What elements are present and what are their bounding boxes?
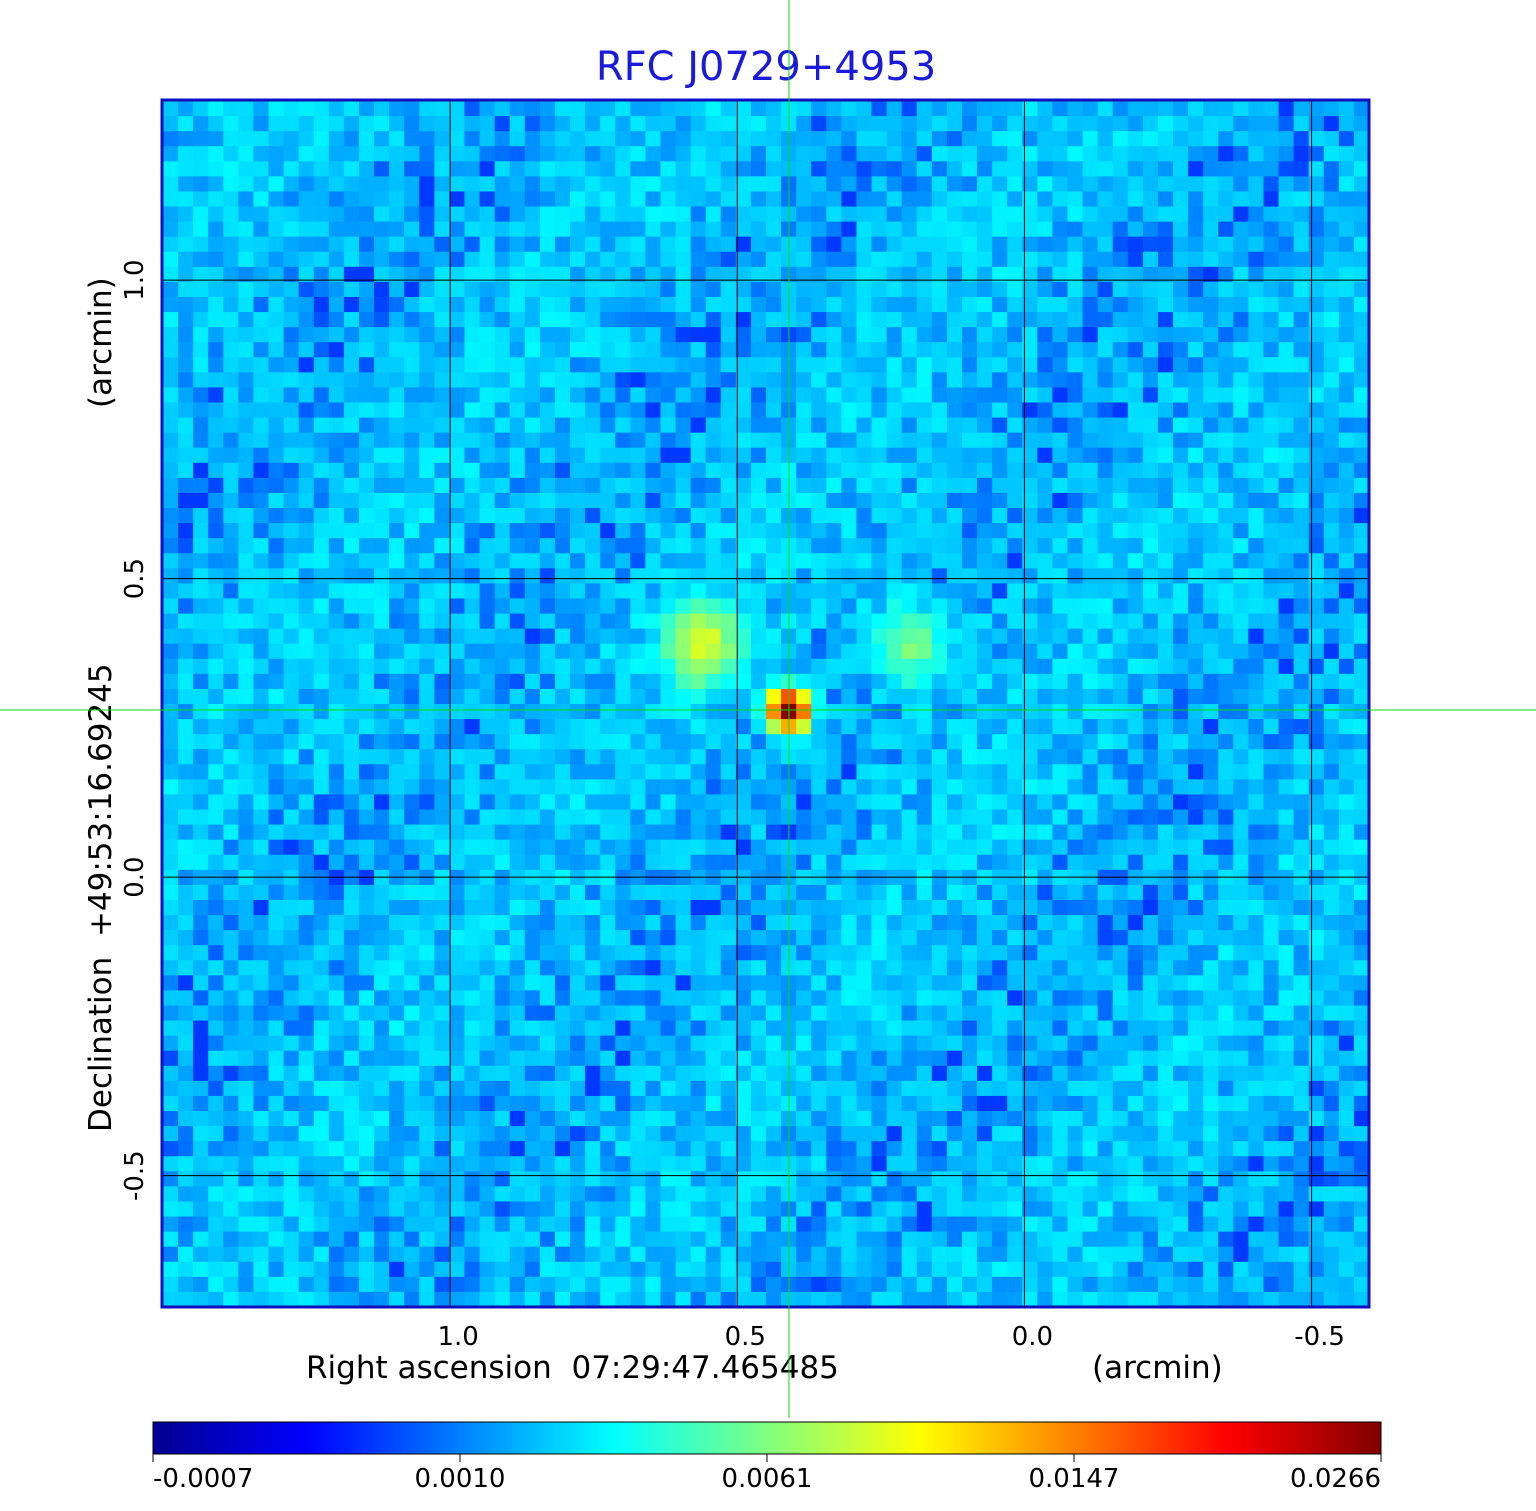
colorbar-tick-label: 0.0061	[722, 1464, 813, 1494]
colorbar-tick-label: 0.0147	[1029, 1464, 1120, 1494]
x-axis-unit: (arcmin)	[1092, 1350, 1223, 1386]
x-tick-label: 0.0	[1012, 1322, 1053, 1352]
y-tick-label: 0.5	[120, 558, 150, 599]
x-tick-label: 0.5	[725, 1322, 766, 1352]
x-tick-label: 1.0	[437, 1322, 478, 1352]
y-axis-label: Declination +49:53:16.69245	[83, 663, 119, 1132]
x-tick-label: -0.5	[1294, 1322, 1345, 1352]
chart-title: RFC J0729+4953	[596, 44, 936, 90]
crosshair	[0, 0, 1536, 1418]
grid-lines	[163, 101, 1369, 1307]
colorbar-ticks: -0.0007 0.0010 0.0061 0.0147 0.0266	[152, 1454, 1382, 1494]
x-axis-label: Right ascension 07:29:47.465485	[306, 1350, 839, 1386]
y-tick-label: 0.0	[120, 856, 150, 897]
y-axis-ticks: 1.0 0.5 0.0 -0.5	[120, 259, 150, 1201]
heatmap-image	[163, 101, 1369, 1307]
x-axis-ticks: 1.0 0.5 0.0 -0.5	[437, 1322, 1344, 1352]
y-axis-unit: (arcmin)	[83, 277, 119, 408]
colorbar-tick-label: 0.0266	[1290, 1464, 1381, 1494]
y-tick-label: 1.0	[120, 259, 150, 300]
colorbar-tick-label: -0.0007	[153, 1464, 253, 1494]
y-tick-label: -0.5	[120, 1150, 150, 1201]
colorbar-tick-label: 0.0010	[415, 1464, 506, 1494]
colorbar	[152, 1421, 1382, 1455]
plot-frame	[160, 98, 1371, 1309]
